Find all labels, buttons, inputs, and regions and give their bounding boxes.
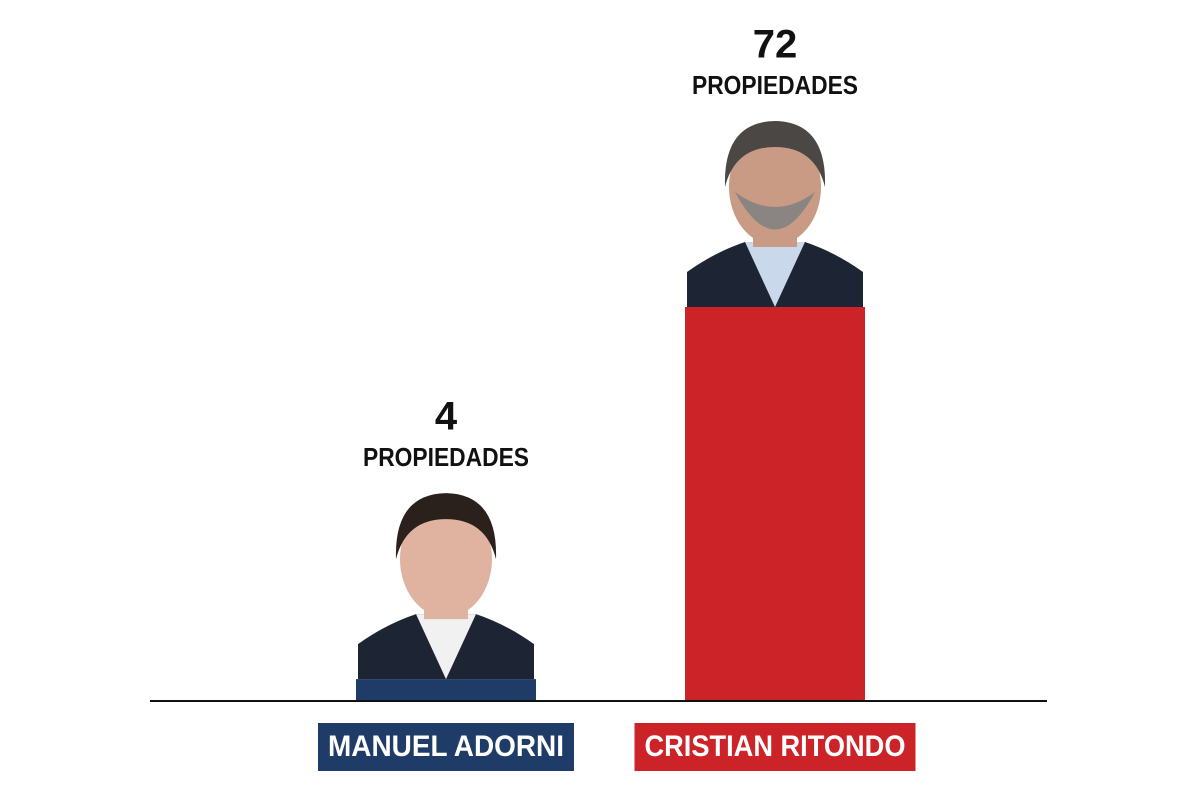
portrait-beard bbox=[735, 192, 815, 230]
portrait-shirt bbox=[416, 614, 476, 680]
portrait-shirt bbox=[745, 242, 805, 307]
portrait-hair bbox=[724, 121, 826, 187]
value-unit: PROPIEDADES bbox=[363, 442, 529, 472]
bar bbox=[356, 679, 536, 701]
portrait bbox=[358, 493, 534, 680]
portrait-hair bbox=[395, 493, 497, 560]
category-box bbox=[318, 723, 574, 771]
portrait bbox=[687, 121, 863, 307]
category-label: CRISTIAN RITONDO bbox=[645, 730, 906, 763]
bar bbox=[685, 307, 865, 701]
value-label: 4 bbox=[435, 395, 458, 439]
category-box bbox=[634, 723, 916, 771]
value-unit: PROPIEDADES bbox=[692, 70, 858, 100]
category-label: MANUEL ADORNI bbox=[328, 730, 564, 763]
value-label: 72 bbox=[753, 23, 798, 67]
portrait-head bbox=[400, 501, 492, 618]
